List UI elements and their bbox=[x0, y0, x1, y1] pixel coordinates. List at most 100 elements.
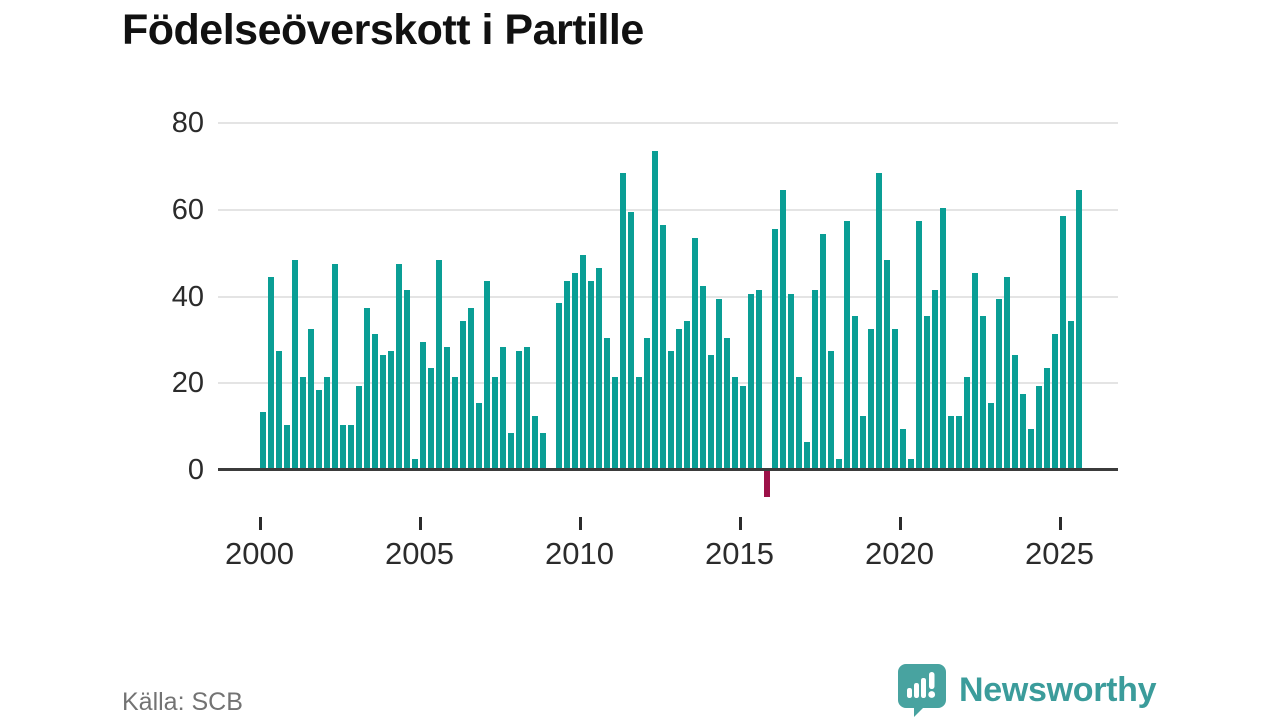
bar-2014-Q4 bbox=[731, 377, 738, 468]
bar-2010-Q4 bbox=[603, 338, 610, 468]
gridline-y40 bbox=[218, 296, 1118, 298]
bar-2022-Q2 bbox=[971, 273, 978, 468]
bar-2023-Q1 bbox=[995, 299, 1002, 468]
bar-2010-Q2 bbox=[587, 281, 594, 468]
bar-2015-Q2 bbox=[747, 294, 754, 468]
bar-2000-Q4 bbox=[283, 425, 290, 468]
x-axis-label-2005: 2005 bbox=[385, 536, 454, 571]
x-axis-label-2000: 2000 bbox=[225, 536, 294, 571]
x-axis-label-2015: 2015 bbox=[705, 536, 774, 571]
bar-2003-Q1 bbox=[355, 386, 362, 468]
bar-2014-Q3 bbox=[723, 338, 730, 468]
bar-2021-Q1 bbox=[931, 290, 938, 468]
bar-2001-Q1 bbox=[291, 260, 298, 468]
y-axis-label-40: 40 bbox=[171, 281, 204, 313]
newsworthy-logo-icon bbox=[898, 664, 946, 717]
bar-2024-Q2 bbox=[1035, 386, 1042, 468]
x-axis-tick-2005 bbox=[418, 517, 422, 530]
bar-2014-Q2 bbox=[715, 299, 722, 468]
y-axis-label-20: 20 bbox=[171, 367, 204, 399]
bar-2012-Q2 bbox=[651, 151, 658, 468]
bar-2004-Q4 bbox=[411, 459, 418, 468]
bar-2012-Q4 bbox=[667, 351, 674, 468]
bar-2025-Q1 bbox=[1059, 216, 1066, 468]
bar-2016-Q3 bbox=[787, 294, 794, 468]
bar-2001-Q4 bbox=[315, 390, 322, 468]
x-axis-tick-2020 bbox=[898, 517, 902, 530]
bar-2019-Q3 bbox=[883, 260, 890, 468]
bar-2018-Q3 bbox=[851, 316, 858, 468]
bar-2020-Q3 bbox=[915, 221, 922, 468]
bar-2014-Q1 bbox=[707, 355, 714, 468]
gridline-y80 bbox=[218, 122, 1118, 124]
bar-2012-Q3 bbox=[659, 225, 666, 468]
x-axis-label-2020: 2020 bbox=[865, 536, 934, 571]
bar-2005-Q4 bbox=[443, 347, 450, 468]
bar-2013-Q2 bbox=[683, 321, 690, 468]
bar-2015-Q1 bbox=[739, 386, 746, 468]
x-axis-label-2025: 2025 bbox=[1025, 536, 1094, 571]
x-axis-tick-2025 bbox=[1058, 517, 1062, 530]
bar-2009-Q4 bbox=[571, 273, 578, 468]
bar-2021-Q2 bbox=[939, 208, 946, 468]
bar-2001-Q3 bbox=[307, 329, 314, 468]
bar-2007-Q4 bbox=[507, 433, 514, 468]
chart-title: Födelseöverskott i Partille bbox=[122, 6, 644, 54]
x-axis-tick-2000 bbox=[258, 517, 262, 530]
bar-2022-Q3 bbox=[979, 316, 986, 468]
x-axis-line bbox=[218, 468, 1118, 471]
bar-2024-Q4 bbox=[1051, 334, 1058, 468]
y-axis-label-80: 80 bbox=[171, 107, 204, 139]
bar-2007-Q2 bbox=[491, 377, 498, 468]
bar-2022-Q1 bbox=[963, 377, 970, 468]
bar-2017-Q2 bbox=[811, 290, 818, 468]
bar-2000-Q3 bbox=[275, 351, 282, 468]
bar-2016-Q4 bbox=[795, 377, 802, 468]
gridline-y60 bbox=[218, 209, 1118, 211]
bar-2023-Q2 bbox=[1003, 277, 1010, 468]
y-axis-label-0: 0 bbox=[187, 454, 204, 486]
bar-2018-Q4 bbox=[859, 416, 866, 468]
bar-2011-Q2 bbox=[619, 173, 626, 468]
bar-2025-Q3 bbox=[1075, 190, 1082, 468]
bar-2004-Q1 bbox=[387, 351, 394, 468]
bar-2017-Q3 bbox=[819, 234, 826, 468]
bar-2021-Q3 bbox=[947, 416, 954, 468]
bar-2011-Q4 bbox=[635, 377, 642, 468]
bar-2016-Q2 bbox=[779, 190, 786, 468]
bar-2011-Q3 bbox=[627, 212, 634, 468]
x-axis-tick-2015 bbox=[738, 517, 742, 530]
bar-2005-Q1 bbox=[419, 342, 426, 468]
y-axis-label-60: 60 bbox=[171, 194, 204, 226]
bar-2002-Q3 bbox=[339, 425, 346, 468]
bar-2020-Q1 bbox=[899, 429, 906, 468]
bar-2010-Q1 bbox=[579, 255, 586, 468]
bar-2003-Q4 bbox=[379, 355, 386, 468]
source-caption: Källa: SCB bbox=[122, 688, 243, 716]
bar-2019-Q2 bbox=[875, 173, 882, 468]
bar-2008-Q2 bbox=[523, 347, 530, 468]
bar-2012-Q1 bbox=[643, 338, 650, 468]
bar-2013-Q1 bbox=[675, 329, 682, 468]
bar-2006-Q1 bbox=[451, 377, 458, 468]
bar-2013-Q4 bbox=[699, 286, 706, 468]
bar-2008-Q4 bbox=[539, 433, 546, 468]
bar-2024-Q1 bbox=[1027, 429, 1034, 468]
bar-2000-Q2 bbox=[267, 277, 274, 468]
bar-2023-Q4 bbox=[1019, 394, 1026, 468]
bar-2016-Q1 bbox=[771, 229, 778, 468]
x-axis-label-2010: 2010 bbox=[545, 536, 614, 571]
bar-2010-Q3 bbox=[595, 268, 602, 468]
bar-2007-Q3 bbox=[499, 347, 506, 468]
bar-2020-Q2 bbox=[907, 459, 914, 468]
bar-2004-Q2 bbox=[395, 264, 402, 468]
bar-2007-Q1 bbox=[483, 281, 490, 468]
bar-2006-Q3 bbox=[467, 308, 474, 468]
x-axis-tick-2010 bbox=[578, 517, 582, 530]
bar-2011-Q1 bbox=[611, 377, 618, 468]
bar-2005-Q2 bbox=[427, 368, 434, 468]
bar-2020-Q4 bbox=[923, 316, 930, 468]
brand-footer: Newsworthy bbox=[897, 663, 1157, 717]
bar-2024-Q3 bbox=[1043, 368, 1050, 468]
